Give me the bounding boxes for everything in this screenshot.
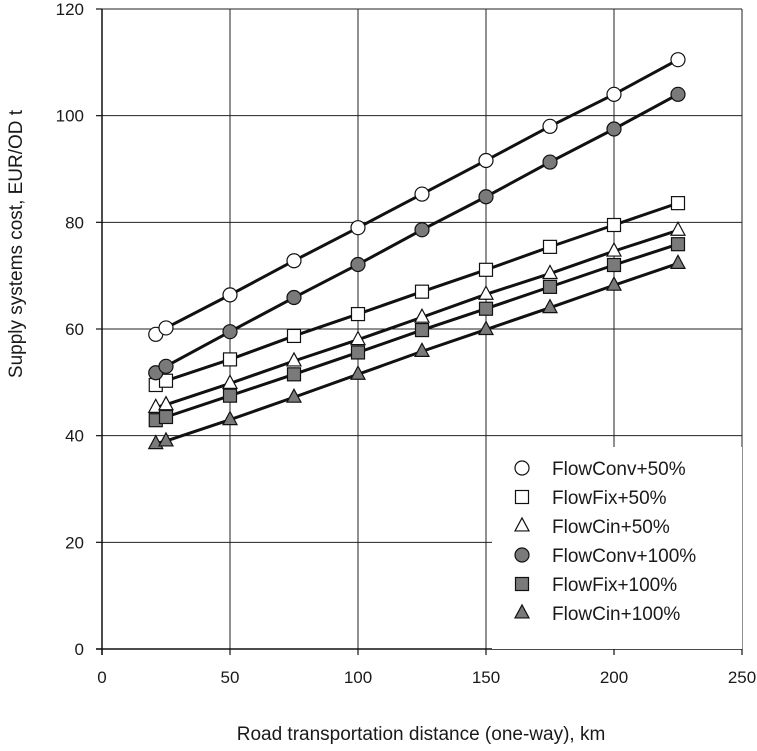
data-point — [350, 220, 366, 236]
data-point — [478, 152, 494, 169]
data-point — [605, 241, 623, 257]
data-point — [670, 196, 686, 211]
data-point — [221, 374, 239, 389]
legend-entry: FlowCin+100% — [552, 604, 680, 625]
data-point — [158, 373, 174, 388]
legend-marker — [514, 576, 530, 592]
data-point — [542, 154, 558, 170]
data-point — [541, 264, 559, 280]
y-tick-label: 100 — [56, 107, 84, 126]
series-line — [155, 261, 679, 446]
data-point — [669, 254, 687, 269]
y-tick-label: 0 — [75, 640, 84, 659]
series-line — [155, 242, 679, 422]
series-FlowFix+50% — [148, 196, 686, 393]
y-tick-label: 120 — [56, 0, 84, 19]
data-point — [413, 307, 431, 323]
legend-entry: FlowFix+50% — [552, 488, 667, 509]
x-tick-label: 150 — [472, 668, 500, 687]
data-point — [157, 395, 175, 411]
series-FlowConv+100% — [148, 86, 686, 381]
data-point — [285, 387, 303, 403]
data-point — [606, 86, 622, 102]
legend-entry: FlowConv+50% — [552, 459, 686, 480]
series-line — [154, 93, 679, 375]
y-tick-label: 60 — [65, 320, 84, 339]
data-point — [222, 287, 238, 303]
series-line — [154, 58, 679, 336]
data-point — [349, 365, 367, 380]
data-point — [222, 352, 238, 367]
data-point — [477, 285, 495, 300]
x-axis-title: Road transportation distance (one-way), … — [237, 724, 606, 745]
data-point — [286, 328, 302, 344]
data-point — [606, 217, 622, 233]
data-point — [478, 262, 494, 277]
data-point — [414, 186, 430, 202]
data-point — [606, 257, 622, 273]
legend-entry: FlowFix+100% — [552, 575, 677, 596]
series-line — [155, 228, 679, 409]
legend-marker — [514, 489, 530, 505]
series-FlowCin+50% — [147, 221, 687, 413]
data-point — [158, 358, 174, 374]
data-point — [286, 289, 302, 306]
data-point — [222, 388, 238, 403]
data-point — [605, 275, 623, 291]
x-tick-label: 100 — [344, 668, 372, 687]
data-point — [542, 239, 558, 254]
data-point — [414, 322, 430, 338]
data-point — [221, 410, 239, 426]
data-point — [285, 351, 303, 367]
legend-entry: FlowConv+100% — [552, 546, 696, 567]
y-axis-title: Supply systems cost, EUR/OD t — [6, 109, 27, 378]
data-point — [542, 118, 558, 134]
series-FlowFix+100% — [148, 237, 686, 428]
x-tick-label: 200 — [600, 668, 628, 687]
data-point — [158, 409, 174, 425]
data-point — [414, 284, 430, 299]
data-point — [478, 189, 494, 205]
data-point — [414, 222, 430, 238]
x-tick-label: 250 — [728, 668, 756, 687]
legend-marker — [513, 516, 531, 532]
series-FlowConv+50% — [148, 52, 686, 342]
data-point — [350, 306, 366, 322]
legend-marker — [514, 460, 530, 476]
y-tick-label: 20 — [65, 533, 84, 552]
data-point — [478, 301, 494, 316]
legend-entry: FlowCin+50% — [552, 517, 670, 538]
y-tick-label: 80 — [65, 213, 84, 232]
axis-layer: 0 50 100 150 200 250 0 20 40 60 80 100 120 — [56, 0, 757, 687]
data-point — [670, 52, 686, 68]
data-point — [350, 256, 366, 273]
data-point — [222, 324, 238, 340]
data-point — [477, 320, 495, 336]
series-FlowCin+100% — [147, 254, 687, 450]
data-point — [349, 330, 367, 346]
legend-marker — [514, 547, 530, 563]
data-point — [413, 342, 431, 357]
data-point — [542, 279, 558, 294]
data-point — [157, 431, 175, 447]
data-point — [670, 237, 686, 252]
data-point — [158, 320, 174, 336]
data-point — [669, 221, 687, 236]
data-point — [350, 345, 366, 360]
data-point — [541, 298, 559, 314]
series-layer — [147, 52, 687, 450]
data-point — [286, 253, 302, 269]
data-point — [286, 367, 302, 382]
x-tick-label: 0 — [97, 668, 106, 687]
x-tick-label: 50 — [221, 668, 240, 687]
legend: FlowConv+50% FlowFix+50% FlowCin+50% FlowCo… — [492, 447, 742, 649]
legend-marker — [513, 603, 531, 619]
y-tick-label: 40 — [65, 427, 84, 446]
series-line — [155, 201, 679, 387]
data-point — [606, 121, 622, 137]
data-point — [670, 86, 686, 102]
legend-box — [492, 447, 742, 649]
